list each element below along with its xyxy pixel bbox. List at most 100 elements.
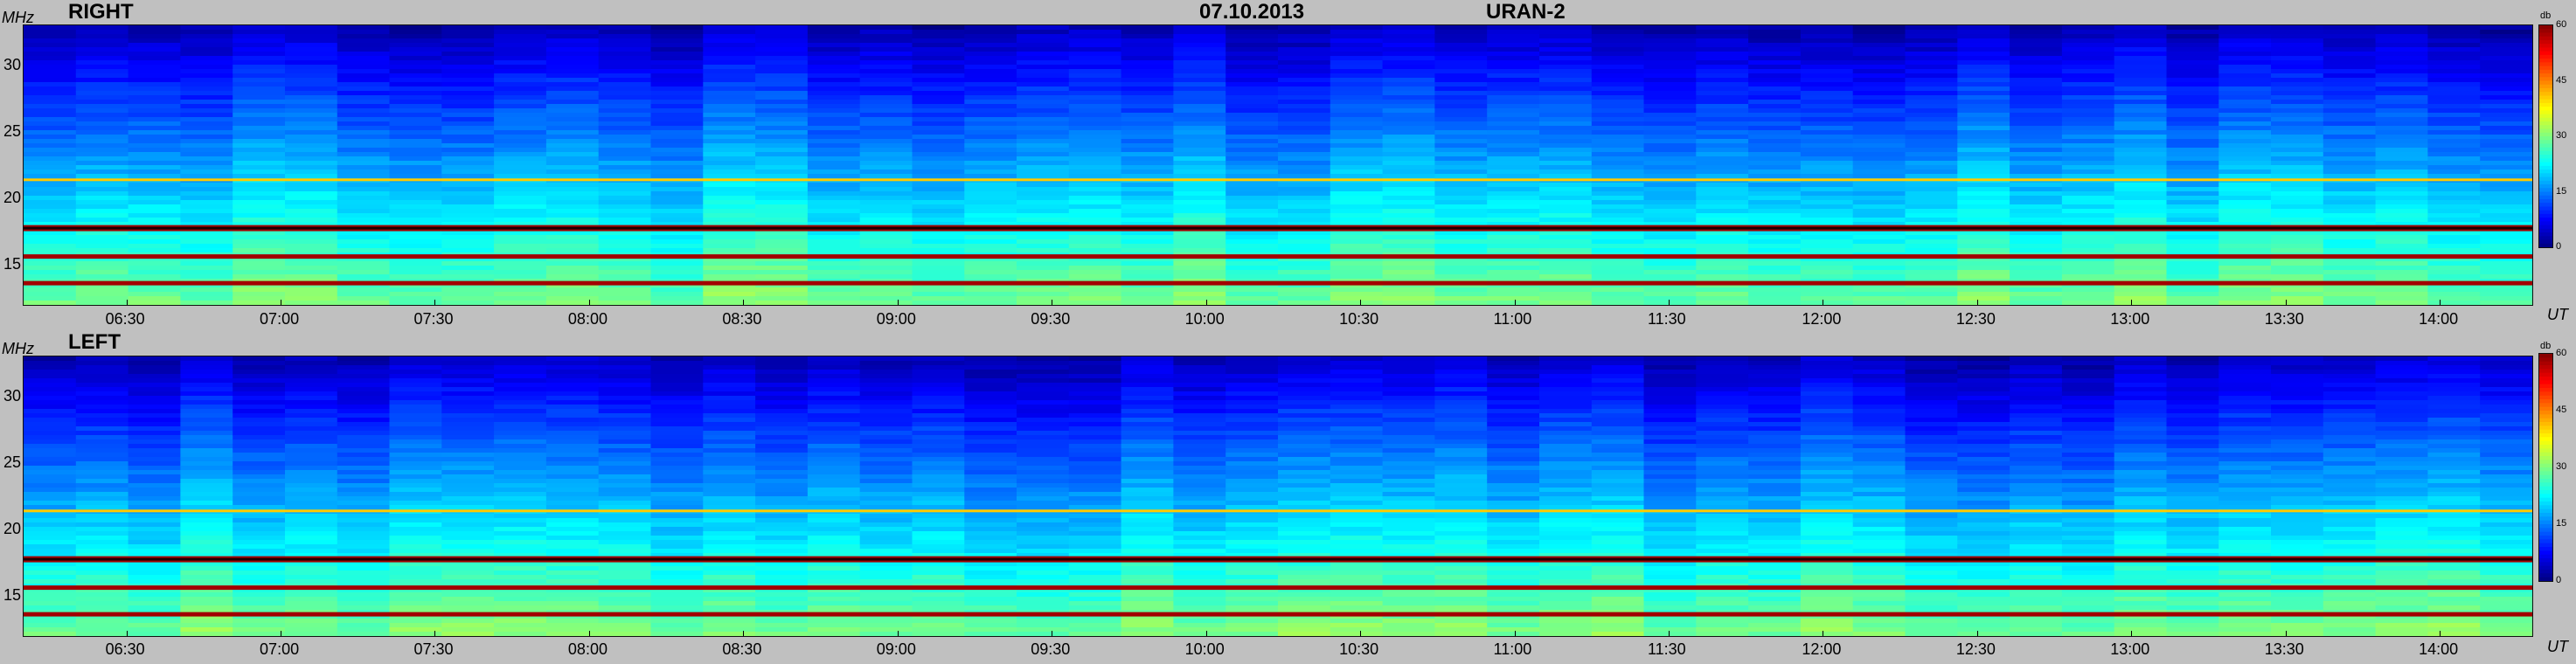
spectrogram-cell — [1696, 301, 1749, 305]
spectrogram-cell — [1068, 614, 1122, 619]
spectrogram-cell — [128, 448, 181, 453]
spectrogram-cell — [1068, 448, 1122, 453]
spectrogram-cell — [1068, 152, 1122, 157]
spectrogram-cell — [1330, 292, 1384, 297]
spectrogram-cell — [2271, 135, 2324, 140]
spectrogram-cell — [1173, 540, 1226, 545]
spectrogram-cell — [1957, 143, 2010, 149]
spectrogram-cell — [441, 283, 495, 288]
spectrogram-cell — [1121, 156, 1174, 162]
spectrogram-cell — [441, 25, 495, 31]
spectrogram-cell — [1696, 244, 1749, 249]
spectrogram-cell — [1957, 100, 2010, 105]
spectrogram-cell — [703, 405, 756, 410]
spectrogram-cell — [1017, 73, 1070, 79]
spectrogram-cell — [2114, 156, 2168, 162]
spectrogram-cell — [1957, 108, 2010, 114]
spectrogram-cell — [2323, 287, 2377, 293]
spectrogram-cell — [1643, 143, 1697, 149]
spectrogram-cell — [1957, 231, 2010, 236]
spectrogram-cell — [494, 108, 547, 114]
spectrogram-cell — [128, 30, 181, 35]
spectrogram-cell — [1278, 435, 1331, 440]
spectrogram-cell — [755, 383, 809, 388]
spectrogram-cell — [1696, 82, 1749, 87]
spectrogram-cell — [1487, 196, 1540, 201]
spectrogram-cell — [755, 505, 809, 510]
spectrogram-cell — [441, 161, 495, 166]
spectrogram-cell — [494, 439, 547, 445]
colorbar-step — [2539, 140, 2552, 145]
spectrogram-cell — [1226, 444, 1279, 449]
colorbar-step — [2539, 92, 2552, 97]
spectrogram-cell — [128, 130, 181, 135]
colorbar-tick-label: 45 — [2556, 74, 2567, 86]
spectrogram-cell — [75, 30, 129, 35]
spectrogram-cell — [545, 374, 600, 379]
spectrogram-cell — [441, 196, 495, 201]
spectrogram-cell — [1068, 104, 1122, 109]
spectrogram-cell — [1121, 257, 1174, 262]
spectrogram-cell — [1173, 91, 1226, 96]
spectrogram-cell — [1121, 540, 1174, 545]
spectrogram-cell — [650, 400, 704, 405]
spectrogram-cell — [2218, 200, 2272, 205]
spectrogram-cell — [389, 139, 442, 144]
spectrogram-cell — [1696, 117, 1749, 122]
spectrogram-cell — [1487, 209, 1540, 214]
spectrogram-cell — [2114, 287, 2168, 293]
spectrogram-cell — [441, 492, 495, 497]
spectrogram-cell — [964, 152, 1017, 157]
spectrogram-cell — [1696, 108, 1749, 114]
spectrogram-cell — [75, 492, 129, 497]
spectrogram-cell — [755, 544, 809, 550]
spectrogram-cell — [24, 457, 77, 462]
spectrogram-cell — [598, 601, 652, 606]
spectrogram-cell — [545, 209, 600, 214]
spectrogram-cell — [859, 448, 913, 453]
spectrogram-cell — [1487, 387, 1540, 392]
spectrogram-cell — [180, 396, 233, 401]
spectrogram-cell — [24, 474, 77, 480]
spectrogram-cell — [545, 496, 600, 501]
spectrogram-cell — [598, 113, 652, 118]
spectrogram-cell — [337, 65, 391, 70]
colorbar-step — [2539, 51, 2552, 56]
spectrogram-cell — [24, 126, 77, 131]
spectrogram-cell — [912, 374, 965, 379]
spectrogram-cell — [233, 483, 286, 488]
spectrogram-cell — [2114, 169, 2168, 175]
spectrogram-cell — [1748, 52, 1802, 57]
spectrogram-cell — [389, 453, 442, 458]
spectrogram-cell — [912, 619, 965, 624]
spectrogram-cell — [494, 588, 547, 593]
spectrogram-cell — [75, 52, 129, 57]
spectrogram-cell — [545, 261, 600, 266]
spectrogram-cell — [128, 73, 181, 79]
spectrogram-cell — [2114, 261, 2168, 266]
spectrogram-cell — [807, 400, 861, 405]
spectrogram-cell — [807, 25, 861, 31]
spectrogram-cell — [1278, 78, 1331, 83]
spectrogram-cell — [389, 466, 442, 471]
spectrogram-cell — [1643, 270, 1697, 275]
spectrogram-cell — [964, 627, 1017, 633]
spectrogram-cell — [598, 200, 652, 205]
spectrogram-cell — [24, 575, 77, 580]
spectrogram-cell — [2323, 78, 2377, 83]
spectrogram-cell — [24, 536, 77, 541]
spectrogram-cell — [598, 235, 652, 240]
spectrogram-cell — [285, 413, 338, 418]
spectrogram-cell — [1852, 143, 1906, 149]
spectrogram-cell — [285, 86, 338, 92]
spectrogram-cell — [1017, 204, 1070, 210]
spectrogram-cell — [180, 130, 233, 135]
spectrogram-cell — [75, 135, 129, 140]
spectrogram-cell — [1800, 200, 1854, 205]
spectrogram-cell — [1487, 117, 1540, 122]
spectrogram-cell — [650, 496, 704, 501]
spectrogram-cell — [2323, 65, 2377, 70]
spectrogram-cell — [650, 139, 704, 144]
spectrogram-cell — [233, 461, 286, 467]
spectrogram-cell — [1748, 91, 1802, 96]
